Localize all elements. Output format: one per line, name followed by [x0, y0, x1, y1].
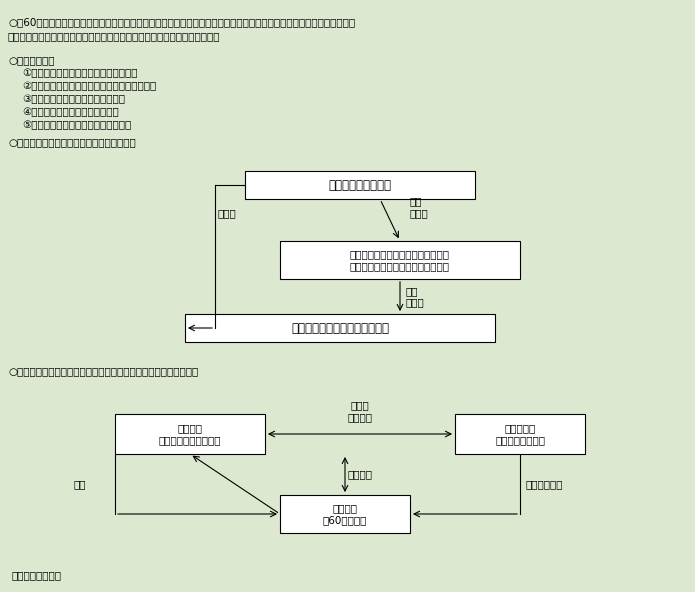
Text: 指導
助言等: 指導 助言等 [405, 286, 424, 307]
Text: 国（厚生労働大臣）: 国（厚生労働大臣） [329, 179, 391, 191]
Text: ③　職業経験活用就業に関する講習: ③ 職業経験活用就業に関する講習 [22, 94, 125, 104]
Text: 高年齢者職業経験活用センター: 高年齢者職業経験活用センター [291, 321, 389, 334]
Text: 指定等: 指定等 [218, 208, 237, 218]
FancyBboxPatch shape [115, 414, 265, 454]
Text: 全国高年齢者職業経験活用センター
（財団法人高年齢者雇用開発協会）: 全国高年齢者職業経験活用センター （財団法人高年齢者雇用開発協会） [350, 249, 450, 271]
Text: 指定
補助等: 指定 補助等 [410, 196, 429, 218]
Text: 資料：厚生労働省: 資料：厚生労働省 [12, 570, 62, 580]
Text: ○　高年齢者職業経験活用センターが行う労働者派遣事業の概念図: ○ 高年齢者職業経験活用センターが行う労働者派遣事業の概念図 [8, 366, 198, 376]
FancyBboxPatch shape [455, 414, 585, 454]
FancyBboxPatch shape [185, 314, 495, 342]
Text: ④　職業生活に関する相談・助言: ④ 職業生活に関する相談・助言 [22, 107, 119, 117]
Text: ⑤　職業経験活用就業に関する啓発等: ⑤ 職業経験活用就業に関する啓発等 [22, 120, 131, 130]
Text: 指揮命令関係: 指揮命令関係 [525, 479, 562, 489]
Text: 派　遣　先
（会員事業所等）: 派 遣 先 （会員事業所等） [495, 423, 545, 445]
Text: ○　業務の内容: ○ 業務の内容 [8, 55, 54, 65]
Text: ○　高年齢者職業経験活用センターの概念図: ○ 高年齢者職業経験活用センターの概念図 [8, 137, 136, 147]
Text: 登録: 登録 [74, 479, 86, 489]
Text: ①　労働者派遣（厚生労働大臣の許可）: ① 労働者派遣（厚生労働大臣の許可） [22, 68, 138, 78]
Text: 高年齢者
（60歳以上）: 高年齢者 （60歳以上） [322, 503, 367, 525]
FancyBboxPatch shape [245, 171, 475, 199]
Text: ②　無料職業紹介（厚生労働大臣への届け出）: ② 無料職業紹介（厚生労働大臣への届け出） [22, 81, 156, 91]
Text: よる就業（職業経験活用就業）の機会を提供することを目的として設立: よる就業（職業経験活用就業）の機会を提供することを目的として設立 [8, 31, 220, 41]
Text: 高年齢者
職業経験活用センター: 高年齢者 職業経験活用センター [158, 423, 221, 445]
Text: 雇用関係: 雇用関係 [348, 469, 373, 480]
FancyBboxPatch shape [280, 241, 520, 279]
Text: 労働者
派遣契約: 労働者 派遣契約 [348, 400, 373, 422]
Text: ○　60歳以上の高年齢者に対し、その職業経験を通じて得られた知識及び技能の活用を図ることができる短期的な雇用に: ○ 60歳以上の高年齢者に対し、その職業経験を通じて得られた知識及び技能の活用を… [8, 17, 355, 27]
FancyBboxPatch shape [280, 495, 410, 533]
